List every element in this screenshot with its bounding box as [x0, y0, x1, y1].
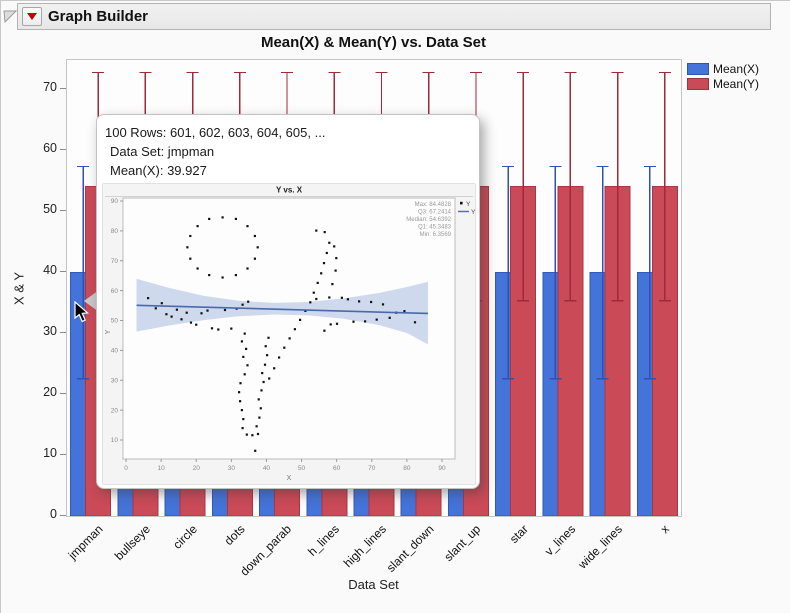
y-tick-mark [60, 270, 66, 272]
svg-text:20: 20 [111, 407, 119, 414]
legend-item-Mean(Y)[interactable]: Mean(Y) [687, 76, 759, 91]
scatter-title: Y vs. X [276, 186, 303, 195]
svg-text:Q3: 67.2414: Q3: 67.2414 [418, 210, 452, 216]
x-category-label-circle[interactable]: circle [170, 522, 200, 552]
y-tick-label-50[interactable]: 50 [43, 201, 57, 216]
tooltip-mean-line: Mean(X): 39.927 [110, 163, 207, 178]
x-category-label-star[interactable]: star [506, 522, 531, 547]
tooltip-embedded-scatterplot: Y vs. X 0 10 20 30 40 50 60 70 80 90 X 10 20 30 40 50 60 7… [102, 183, 476, 485]
x-category-label-slant_up[interactable]: slant_up [441, 522, 484, 564]
y-tick-mark [60, 209, 66, 211]
confidence-band [136, 278, 428, 345]
svg-text:80: 80 [111, 228, 119, 235]
svg-text:90: 90 [111, 198, 119, 205]
error-bar-Mean(X)-jmpman [77, 165, 90, 380]
svg-text:20: 20 [193, 465, 201, 472]
x-category-label-slant_down[interactable]: slant_down [383, 522, 437, 575]
y-tick-label-60[interactable]: 60 [43, 140, 57, 155]
error-bar-Mean(Y)-wide_lines [611, 71, 624, 302]
svg-text:10: 10 [111, 437, 119, 444]
svg-text:80: 80 [403, 465, 411, 472]
error-bar-Mean(X)-wide_lines [596, 165, 609, 380]
svg-text:70: 70 [111, 258, 119, 265]
x-category-label-v_lines[interactable]: v_lines [541, 522, 578, 559]
svg-text:40: 40 [263, 465, 271, 472]
svg-text:60: 60 [333, 465, 341, 472]
svg-text:Y: Y [466, 201, 471, 208]
svg-text:30: 30 [228, 465, 236, 472]
y-tick-mark [60, 392, 66, 394]
x-category-label-x[interactable]: x [658, 522, 673, 537]
y-tick-label-10[interactable]: 10 [43, 445, 57, 460]
x-category-label-dots[interactable]: dots [221, 522, 248, 548]
y-tick-label-30[interactable]: 30 [43, 323, 57, 338]
svg-text:Median: 54.6392: Median: 54.6392 [406, 217, 451, 223]
tooltip-dataset-line: Data Set: jmpman [110, 144, 215, 159]
tooltip-rows-line: 100 Rows: 601, 602, 603, 604, 605, ... [105, 125, 326, 140]
x-category-label-high_lines[interactable]: high_lines [340, 522, 389, 571]
y-tick-label-0[interactable]: 0 [50, 507, 57, 521]
legend-item-Mean(X)[interactable]: Mean(X) [687, 61, 759, 76]
error-bar-Mean(X)-star [502, 165, 515, 380]
y-tick-mark [60, 453, 66, 455]
svg-text:0: 0 [124, 465, 128, 472]
legend-swatch[interactable] [687, 62, 709, 75]
error-bar-Mean(Y)-star [517, 71, 530, 302]
scatter-points [147, 216, 417, 452]
red-triangle-icon [27, 13, 37, 20]
x-category-label-wide_lines[interactable]: wide_lines [575, 522, 626, 572]
scatter-y-label: Y [105, 329, 112, 334]
svg-text:Min: 6.3569: Min: 6.3569 [420, 232, 452, 238]
x-category-label-jmpman[interactable]: jmpman [65, 522, 106, 563]
legend-swatch[interactable] [687, 77, 709, 90]
svg-text:90: 90 [438, 465, 446, 472]
scatterplot-canvas: Y vs. X 0 10 20 30 40 50 60 70 80 90 X 10 20 30 40 50 60 7… [105, 186, 476, 482]
svg-text:40: 40 [111, 348, 119, 355]
y-tick-label-20[interactable]: 20 [43, 384, 57, 399]
y-tick-mark [60, 148, 66, 150]
legend-label: Mean(Y) [713, 76, 760, 91]
y-tick-mark [60, 331, 66, 333]
svg-text:Q1: 45.3483: Q1: 45.3483 [418, 225, 452, 231]
hover-tooltip: 100 Rows: 601, 602, 603, 604, 605, ... D… [96, 114, 480, 489]
chart-legend: Mean(X) Mean(Y) [687, 61, 759, 91]
y-tick-mark [60, 515, 66, 516]
graph-builder-titlebar: Graph Builder [17, 3, 771, 30]
outline-disclosure-icon[interactable] [3, 9, 17, 23]
svg-text:50: 50 [298, 465, 306, 472]
svg-text:Y: Y [471, 209, 475, 216]
error-bar-Mean(Y)-v_lines [564, 71, 577, 302]
regression-line [136, 304, 428, 315]
x-category-label-bullseye[interactable]: bullseye [111, 522, 153, 564]
svg-text:30: 30 [111, 377, 119, 384]
red-triangle-menu-button[interactable] [22, 7, 42, 26]
svg-text:50: 50 [111, 318, 119, 325]
y-tick-label-40[interactable]: 40 [43, 262, 57, 277]
error-bar-Mean(Y)-x [658, 71, 671, 302]
tooltip-pointer-arrow [84, 290, 99, 312]
x-axis-title[interactable]: Data Set [348, 577, 399, 592]
legend-label: Mean(X) [713, 61, 760, 76]
mouse-cursor [74, 301, 90, 323]
svg-text:10: 10 [157, 465, 165, 472]
y-tick-mark [60, 87, 66, 89]
y-tick-label-70[interactable]: 70 [43, 79, 57, 94]
error-bar-Mean(X)-v_lines [549, 165, 562, 380]
error-bar-Mean(X)-x [643, 165, 656, 380]
scatter-legend: YY [458, 201, 476, 216]
svg-text:70: 70 [368, 465, 376, 472]
x-category-label-h_lines[interactable]: h_lines [304, 522, 342, 559]
scatter-x-label: X [287, 475, 292, 482]
window-title: Graph Builder [48, 8, 149, 25]
chart-title: Mean(X) & Mean(Y) vs. Data Set [260, 34, 487, 51]
svg-text:60: 60 [111, 288, 119, 295]
svg-text:Max: 84.4828: Max: 84.4828 [415, 202, 452, 208]
